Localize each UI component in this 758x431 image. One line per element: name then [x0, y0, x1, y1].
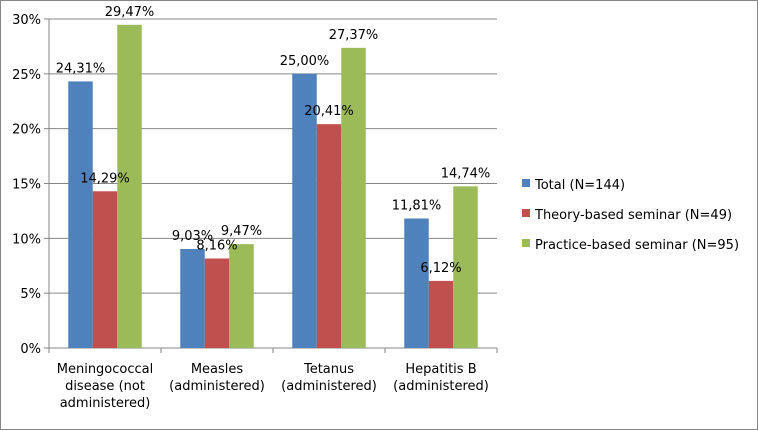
data-label: 6,12% — [420, 261, 461, 276]
legend-label: Theory-based seminar (N=49) — [534, 208, 732, 223]
data-label: 29,47% — [105, 5, 155, 20]
category-label: disease (not — [65, 379, 145, 394]
category-label: Measles — [191, 362, 244, 377]
data-label: 14,74% — [441, 166, 491, 181]
y-tick-label: 20% — [12, 123, 41, 138]
category-label: (administered) — [281, 379, 377, 394]
data-label: 9,03% — [172, 229, 213, 244]
bars — [68, 24, 478, 348]
category-label: Meningococcal — [57, 362, 153, 377]
bar — [180, 248, 205, 348]
legend-label: Total (N=144) — [534, 178, 625, 193]
bar — [92, 191, 118, 348]
bar — [117, 24, 142, 348]
data-label: 14,29% — [80, 171, 130, 186]
category-label: administered) — [60, 396, 151, 411]
data-label: 25,00% — [280, 54, 330, 69]
legend-swatch — [522, 179, 530, 187]
category-label: Tetanus — [303, 362, 354, 377]
legend: Total (N=144) Theory-based seminar (N=49)… — [522, 178, 739, 253]
bar — [453, 186, 478, 348]
bar — [404, 218, 429, 348]
legend-swatch — [522, 239, 530, 247]
bar — [316, 124, 342, 348]
category-label: Hepatitis B — [405, 362, 476, 377]
bar — [229, 244, 254, 348]
bar — [341, 47, 366, 348]
y-tick-label: 30% — [12, 13, 41, 28]
bar — [204, 258, 230, 348]
data-labels: 24,31% 14,29% 29,47% 9,03%8,16%9,47% 25,00% 2… — [56, 5, 491, 276]
bar — [68, 81, 93, 348]
bar — [292, 73, 317, 348]
data-label: 24,31% — [56, 61, 106, 76]
category-label: (administered) — [393, 379, 489, 394]
category-labels: Meningococcal disease (not administered) Me… — [57, 362, 489, 411]
data-label: 27,37% — [329, 28, 379, 43]
data-label: 9,47% — [221, 224, 262, 239]
y-tick-label: 15% — [12, 178, 41, 193]
y-tick-label: 5% — [20, 287, 41, 302]
legend-label: Practice-based seminar (N=95) — [535, 238, 739, 253]
y-tick-label: 10% — [12, 232, 41, 247]
bar — [428, 280, 454, 348]
data-label: 20,41% — [304, 104, 354, 119]
axes: 0% 5% 10% 15% 20% 25% 30% — [12, 13, 498, 357]
y-tick-label: 0% — [20, 342, 41, 357]
data-label: 8,16% — [196, 239, 237, 254]
category-label: (administered) — [169, 379, 265, 394]
data-label: 11,81% — [392, 198, 442, 213]
y-tick-label: 25% — [12, 68, 41, 83]
legend-swatch — [522, 209, 530, 217]
